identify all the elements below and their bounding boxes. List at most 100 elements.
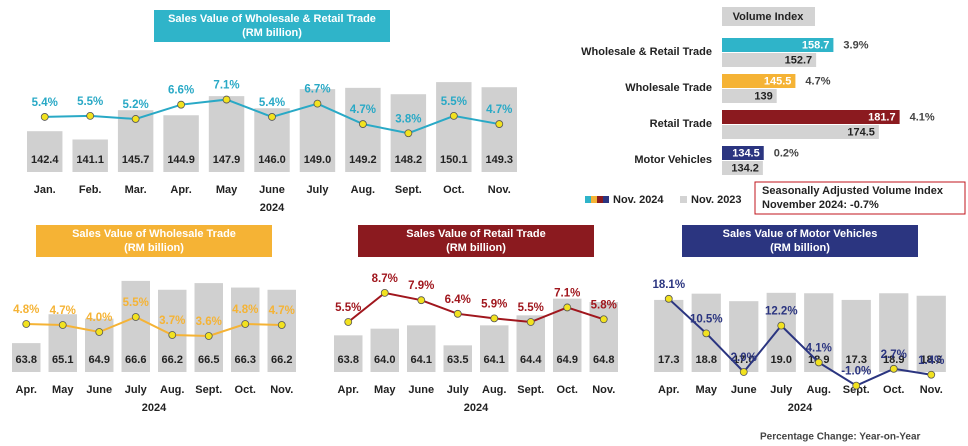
- line-point: [58, 321, 67, 329]
- line-point: [344, 318, 353, 326]
- bar-label: 152.7: [785, 54, 813, 66]
- line-point: [22, 320, 31, 328]
- line-point: [739, 368, 748, 376]
- line-point: [449, 112, 458, 120]
- line-point: [404, 129, 413, 138]
- bar-label: 19.0: [771, 354, 792, 366]
- bar-label: 63.5: [447, 354, 468, 366]
- chart-subtitle: (RM billion): [124, 242, 184, 254]
- x-tick-label: Sept.: [395, 184, 422, 196]
- line-label: 1.4%: [918, 355, 944, 367]
- line-point: [359, 120, 367, 128]
- x-tick-label: May: [374, 384, 396, 396]
- bar: [267, 289, 296, 372]
- x-tick-label: Sept.: [517, 384, 544, 396]
- bar-label: 64.8: [593, 354, 614, 366]
- chart-title: Sales Value of Motor Vehicles: [723, 228, 878, 240]
- line: [347, 291, 605, 324]
- bar: [480, 325, 509, 372]
- line-point: [599, 315, 608, 324]
- bar: [481, 87, 517, 172]
- footer: Percentage Change: Year-on-Year: [760, 432, 921, 443]
- chart-subtitle: (RM billion): [446, 242, 506, 254]
- category-label: Wholesale Trade: [625, 82, 712, 94]
- bar-label: 149.0: [304, 154, 332, 166]
- line-point: [204, 332, 213, 340]
- title-box: [358, 225, 594, 257]
- x-tick-label: Apr.: [338, 384, 359, 396]
- line-label: 2.0%: [731, 352, 757, 364]
- line-point: [86, 112, 95, 120]
- bar: [334, 335, 363, 372]
- bar-label: 17.3: [658, 354, 679, 366]
- x-tick-label: Apr.: [658, 384, 679, 396]
- x-tick-label: Sept.: [195, 384, 222, 396]
- x-tick-label: Oct.: [557, 384, 578, 396]
- bar-label: 144.9: [167, 154, 195, 166]
- line-point: [222, 95, 231, 104]
- bar-label: 64.4: [520, 354, 542, 366]
- x-tick-label: Nov.: [488, 184, 511, 196]
- line-label: 7.9%: [408, 280, 434, 292]
- category-label: Retail Trade: [650, 118, 712, 130]
- bar: [589, 302, 618, 372]
- x-tick-label: July: [306, 184, 329, 196]
- line-point: [453, 309, 462, 318]
- bar-label: 17.3: [846, 354, 867, 366]
- bar: [841, 299, 871, 372]
- bar: [72, 139, 108, 172]
- bar: [654, 299, 684, 372]
- bar-label: 142.4: [31, 154, 59, 166]
- line-point: [168, 331, 177, 339]
- legend-label: Nov. 2023: [691, 194, 742, 206]
- bar-label: 64.1: [484, 354, 505, 366]
- line-point: [131, 313, 140, 321]
- bar: [163, 115, 199, 172]
- bar-label: 150.1: [440, 154, 468, 166]
- bar-label: 146.0: [258, 154, 286, 166]
- line-point: [563, 303, 572, 312]
- bar: [443, 345, 472, 372]
- x-tick-label: Aug.: [160, 384, 184, 396]
- bar-label: 18.8: [696, 354, 717, 366]
- bar-label: 141.1: [76, 154, 104, 166]
- bar: [208, 96, 245, 172]
- line-label: 3.6%: [196, 316, 222, 328]
- x-tick-label: Oct.: [883, 384, 904, 396]
- bar-label: 64.1: [411, 354, 432, 366]
- x-tick-label: Mar.: [125, 184, 147, 196]
- legend-swatch: [603, 196, 609, 203]
- bar-label: 174.5: [847, 126, 875, 138]
- bar: [722, 125, 879, 139]
- bar-label: 158.7: [802, 39, 830, 51]
- x-tick-label: July: [770, 384, 793, 396]
- bar: [722, 53, 817, 67]
- bar: [436, 82, 472, 172]
- bar-label: 65.1: [52, 354, 73, 366]
- line-point: [490, 314, 499, 323]
- x-tick-label: Nov.: [920, 384, 943, 396]
- bar-label: 18.3: [921, 354, 942, 366]
- line-label: 12.2%: [765, 306, 798, 318]
- bar-label: 134.2: [731, 162, 759, 174]
- note-line: Seasonally Adjusted Volume Index: [762, 185, 944, 197]
- x-axis-label: 2024: [788, 402, 813, 414]
- x-axis-label: 2024: [464, 402, 489, 414]
- line-point: [664, 294, 673, 303]
- x-tick-label: May: [216, 184, 238, 196]
- line-label: 6.4%: [445, 294, 471, 306]
- x-tick-label: Nov.: [592, 384, 615, 396]
- bar-label: 63.8: [16, 354, 37, 366]
- legend-swatch: [585, 196, 591, 203]
- bar: [722, 110, 900, 124]
- line-label: 5.2%: [123, 99, 149, 111]
- bar-label: 66.2: [271, 354, 292, 366]
- chart-subtitle: (RM billion): [770, 242, 830, 254]
- x-tick-label: June: [731, 384, 757, 396]
- line-label: 5.5%: [335, 302, 361, 314]
- bar-label: 149.3: [486, 154, 514, 166]
- bar-label: 149.2: [349, 154, 377, 166]
- change-label: 4.1%: [910, 111, 935, 123]
- x-tick-label: Nov.: [270, 384, 293, 396]
- line-label: 5.5%: [77, 96, 103, 108]
